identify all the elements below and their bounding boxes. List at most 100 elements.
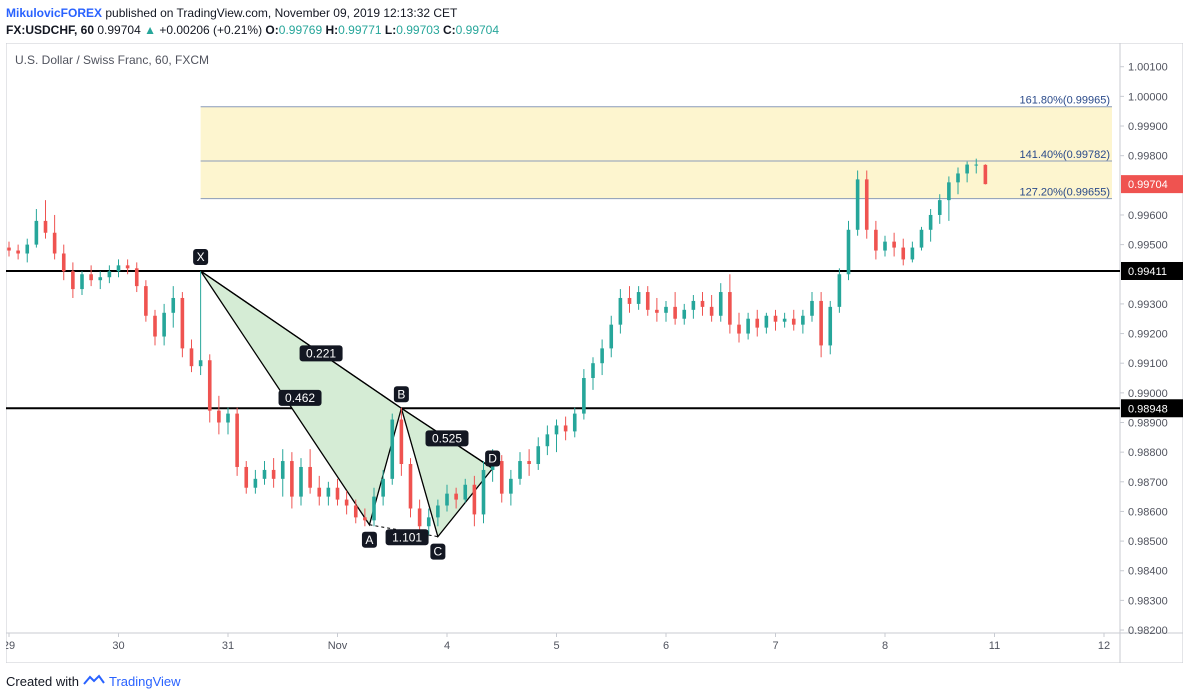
- candle: [153, 309, 157, 346]
- high-label: H:: [325, 23, 339, 37]
- candle-body: [262, 469, 267, 479]
- candle: [645, 286, 650, 316]
- candle-body: [61, 253, 66, 272]
- ratio-label-text: 0.462: [285, 391, 315, 405]
- candle-body: [965, 164, 969, 174]
- candle-body: [728, 292, 732, 325]
- candle-body: [600, 348, 604, 364]
- candle-body: [25, 244, 30, 254]
- candle-body: [98, 277, 103, 281]
- candle: [426, 508, 431, 536]
- candle-body: [89, 274, 93, 281]
- candle: [171, 286, 176, 328]
- y-tick-label: 0.99900: [1128, 121, 1168, 133]
- chart-frame[interactable]: 161.80%(0.99965) 141.40%(0.99782) 127.20%(…: [3, 42, 1184, 664]
- point-label-b: B: [393, 386, 409, 403]
- candle-body: [901, 247, 906, 260]
- point-label-b-text: B: [397, 387, 405, 401]
- level-price-tag-text: 0.98948: [1128, 403, 1168, 415]
- author-link[interactable]: MikulovicFOREX: [6, 6, 103, 20]
- candle-body: [682, 309, 687, 319]
- candle: [408, 458, 413, 518]
- candle: [627, 286, 632, 313]
- candle-body: [855, 179, 860, 230]
- fib-label: 127.20%(0.99655): [1019, 187, 1110, 199]
- candle: [773, 309, 778, 331]
- point-label-c-bg: [430, 543, 446, 560]
- candle-body: [426, 517, 431, 527]
- point-label-x-text: X: [197, 250, 205, 264]
- candle-body: [691, 300, 696, 310]
- candle: [271, 458, 276, 488]
- candle: [554, 419, 559, 453]
- candle: [34, 209, 39, 248]
- candle-body: [983, 164, 988, 185]
- candle: [89, 265, 93, 287]
- candle-body: [545, 434, 550, 447]
- close-label: C:: [442, 23, 456, 37]
- candle: [855, 170, 860, 236]
- candle-body: [217, 410, 221, 423]
- candle-body: [290, 461, 294, 497]
- candle-body: [80, 274, 84, 290]
- last-price-tag-bg: [1121, 175, 1183, 194]
- candle: [363, 508, 367, 527]
- price-chart[interactable]: 161.80%(0.99965) 141.40%(0.99782) 127.20%(…: [3, 42, 1184, 664]
- candle: [864, 170, 869, 239]
- ratio-label: 0.462: [278, 389, 322, 406]
- candle: [308, 449, 312, 494]
- candle-body: [335, 487, 340, 500]
- candle: [454, 487, 458, 509]
- candle-body: [399, 419, 404, 465]
- candle: [673, 292, 677, 325]
- candle-body: [572, 413, 577, 432]
- candle-body: [609, 324, 614, 349]
- candle-body: [417, 508, 422, 527]
- candle: [499, 455, 504, 503]
- candle-body: [189, 348, 194, 367]
- y-tick-label: 0.99100: [1128, 358, 1168, 370]
- candle-body: [846, 229, 851, 275]
- candle-body: [673, 306, 677, 319]
- point-label-b-bg: [393, 386, 409, 403]
- xb-line: [200, 270, 402, 409]
- last-price-tag-text: 0.99704: [1128, 179, 1168, 191]
- candle: [874, 220, 878, 260]
- published-text: published on TradingView.com, November 0…: [105, 6, 458, 20]
- level-price-tag-text: 0.99411: [1128, 266, 1167, 278]
- close-value: 0.99704: [455, 23, 500, 37]
- candle: [582, 369, 586, 420]
- candle-body: [34, 220, 39, 245]
- candle-body: [226, 413, 230, 423]
- candle: [846, 220, 851, 281]
- candle-body: [280, 461, 285, 479]
- candle: [883, 235, 887, 257]
- candle: [791, 309, 796, 331]
- x-tick-label: 7: [772, 640, 778, 652]
- candle: [609, 315, 614, 358]
- candle: [25, 238, 30, 263]
- y-tick-label: 0.98400: [1128, 566, 1168, 578]
- x-tick-label: 4: [444, 640, 450, 652]
- candle-body: [536, 446, 541, 465]
- tradingview-brand[interactable]: TradingView: [108, 674, 181, 689]
- candle: [536, 437, 541, 470]
- candle-body: [928, 214, 933, 230]
- y-tick-label: 0.99800: [1128, 151, 1168, 163]
- ohlc-line: FX:USDCHF, 60 0.99704 ▲ +0.00206 (+0.21%…: [6, 22, 499, 38]
- candle-body: [463, 484, 468, 500]
- candle: [335, 478, 340, 506]
- candle-body: [518, 461, 522, 479]
- y-tick-label: 0.99300: [1128, 299, 1168, 311]
- candle: [207, 354, 212, 423]
- candle-body: [554, 425, 559, 435]
- point-label-d-bg: [485, 450, 501, 467]
- candle: [189, 339, 194, 373]
- candle: [134, 262, 139, 293]
- candle: [664, 300, 668, 322]
- candle: [344, 490, 349, 515]
- candle-body: [481, 469, 486, 515]
- candle: [901, 238, 906, 266]
- candle: [71, 262, 75, 298]
- candle: [682, 303, 687, 325]
